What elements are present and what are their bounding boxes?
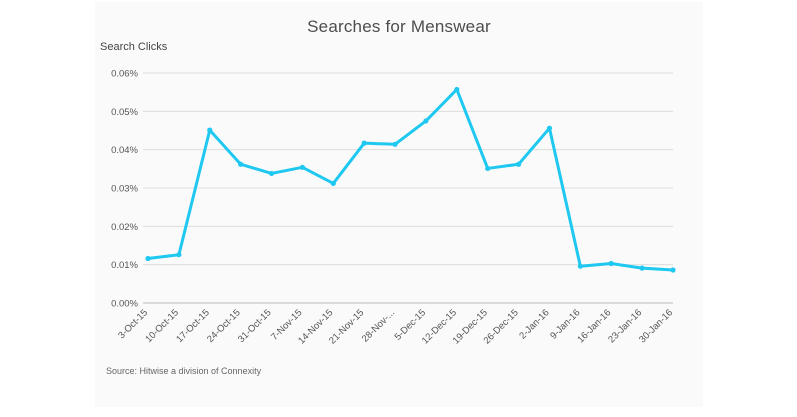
data-point — [330, 180, 336, 186]
series-line — [146, 87, 675, 272]
x-tick-label: 28-Nov-... — [360, 307, 397, 344]
y-tick-label: 0.00% — [111, 299, 138, 310]
data-point — [670, 267, 676, 273]
data-point — [268, 170, 275, 177]
data-point — [577, 263, 583, 269]
y-tick-label: 0.02% — [111, 222, 138, 233]
source-note: Source: Hitwise a division of Connexity — [106, 366, 262, 376]
data-point — [485, 165, 491, 172]
chart-card — [95, 2, 703, 407]
data-point — [639, 265, 645, 271]
chart-title: Searches for Menswear — [307, 17, 491, 36]
y-tick-label: 0.01% — [111, 260, 138, 271]
data-point — [423, 118, 429, 124]
data-point — [207, 127, 213, 133]
data-point — [546, 125, 553, 131]
y-axis-title: Search Clicks — [100, 41, 168, 53]
data-point — [299, 164, 306, 170]
y-tick-label: 0.04% — [111, 145, 138, 156]
x-tick-label: 30-Jan-16 — [637, 307, 675, 345]
data-point — [454, 86, 460, 93]
data-point — [392, 141, 398, 147]
x-tick-label: 2-Jan-16 — [517, 307, 551, 341]
y-tick-label: 0.05% — [111, 107, 138, 118]
data-point — [238, 161, 244, 167]
y-tick-label: 0.03% — [111, 184, 138, 195]
data-point — [145, 255, 151, 262]
data-point — [608, 260, 614, 267]
y-tick-label: 0.06% — [111, 69, 138, 80]
data-point — [361, 140, 367, 146]
data-point — [176, 252, 182, 258]
x-tick-label: 31-Oct-15 — [236, 307, 274, 345]
data-point — [515, 161, 522, 167]
